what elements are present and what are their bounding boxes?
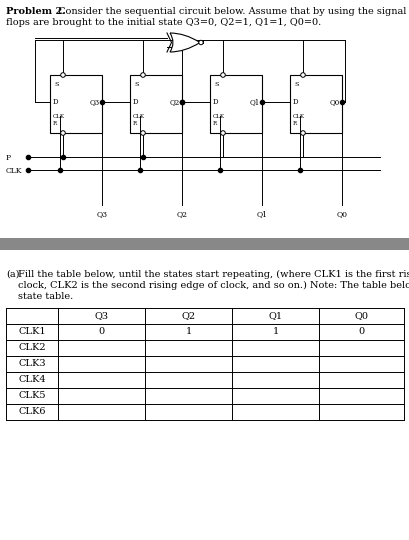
Circle shape (198, 40, 203, 45)
Text: flops are brought to the initial state Q3=0, Q2=1, Q1=1, Q0=0.: flops are brought to the initial state Q… (6, 18, 321, 27)
Text: Q0: Q0 (336, 210, 347, 218)
Text: Fill the table below, until the states start repeating, (where CLK1 is the first: Fill the table below, until the states s… (18, 270, 409, 279)
Text: 0: 0 (98, 327, 104, 336)
Circle shape (61, 131, 65, 136)
Text: D: D (53, 98, 58, 106)
Bar (50, 75, 102, 133)
Bar (209, 75, 261, 133)
Text: Q3: Q3 (90, 98, 100, 106)
Text: CLK3: CLK3 (18, 360, 46, 368)
Circle shape (140, 73, 145, 77)
Text: Q1: Q1 (268, 312, 282, 321)
Text: 0: 0 (357, 327, 364, 336)
Text: P: P (6, 154, 11, 162)
Text: Q1: Q1 (249, 98, 259, 106)
Text: CLK: CLK (213, 114, 225, 119)
Text: D: D (133, 98, 138, 106)
Text: D: D (213, 98, 218, 106)
Circle shape (300, 131, 305, 136)
Text: S: S (54, 82, 58, 87)
Text: Q2: Q2 (169, 98, 180, 106)
Text: Consider the sequential circuit below. Assume that by using the signal P, the fl: Consider the sequential circuit below. A… (55, 7, 409, 16)
Text: CLK2: CLK2 (18, 343, 46, 353)
Text: CLK: CLK (133, 114, 145, 119)
Text: CLK6: CLK6 (18, 408, 46, 416)
Text: Q0: Q0 (354, 312, 368, 321)
Bar (130, 75, 182, 133)
Text: 1: 1 (272, 327, 278, 336)
Circle shape (220, 131, 225, 136)
Bar (0, 238, 409, 250)
Text: R: R (53, 121, 57, 126)
Text: D: D (292, 98, 298, 106)
Text: Q1: Q1 (256, 210, 267, 218)
Text: S: S (293, 82, 298, 87)
Text: Problem 2.: Problem 2. (6, 7, 65, 16)
Text: CLK: CLK (292, 114, 304, 119)
Text: S: S (134, 82, 138, 87)
Text: Q2: Q2 (181, 312, 195, 321)
Text: R: R (213, 121, 217, 126)
Circle shape (140, 131, 145, 136)
Text: S: S (213, 82, 218, 87)
Text: CLK1: CLK1 (18, 327, 46, 336)
Text: CLK: CLK (6, 167, 22, 175)
Text: Q3: Q3 (94, 312, 108, 321)
Text: CLK5: CLK5 (18, 392, 46, 401)
Circle shape (61, 73, 65, 77)
Text: Q0: Q0 (329, 98, 339, 106)
Text: Q3: Q3 (96, 210, 107, 218)
Text: CLK4: CLK4 (18, 375, 46, 384)
PathPatch shape (170, 33, 200, 52)
Text: (a): (a) (6, 270, 20, 279)
Bar (289, 75, 341, 133)
Circle shape (300, 73, 305, 77)
Text: 1: 1 (185, 327, 191, 336)
Circle shape (220, 73, 225, 77)
Text: Q2: Q2 (176, 210, 187, 218)
Text: R: R (133, 121, 137, 126)
Text: clock, CLK2 is the second rising edge of clock, and so on.) Note: The table belo: clock, CLK2 is the second rising edge of… (18, 281, 409, 290)
Text: state table.: state table. (18, 292, 73, 301)
Text: R: R (292, 121, 297, 126)
Text: CLK: CLK (53, 114, 65, 119)
